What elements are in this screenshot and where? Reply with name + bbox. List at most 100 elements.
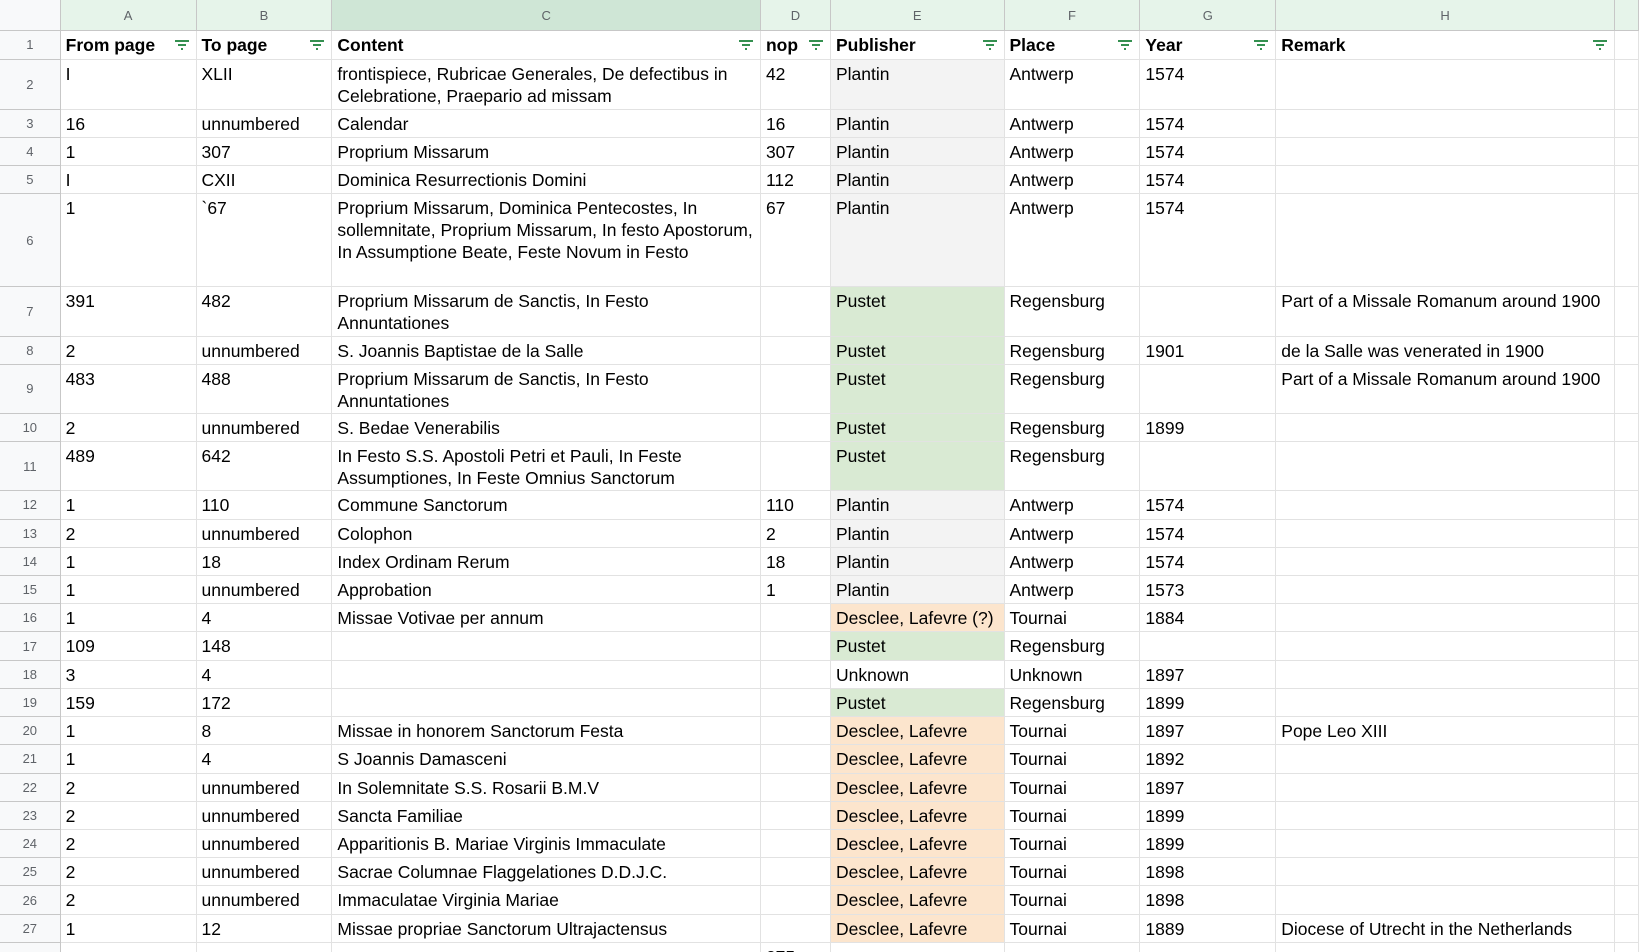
cell[interactable]: 67 bbox=[760, 194, 831, 288]
header-cell[interactable]: nop bbox=[760, 31, 831, 60]
cell[interactable]: Proprium Missarum, Dominica Pentecostes,… bbox=[332, 194, 761, 288]
cell[interactable]: 2 bbox=[760, 519, 831, 548]
cell[interactable]: 42 bbox=[760, 59, 831, 110]
row-number[interactable]: 28 bbox=[0, 942, 61, 952]
cell[interactable]: 1574 bbox=[1140, 519, 1277, 548]
cell[interactable]: 1574 bbox=[1140, 491, 1277, 520]
cell[interactable]: unnumbered bbox=[196, 413, 333, 443]
cell[interactable] bbox=[760, 632, 831, 661]
cell[interactable]: Regensburg bbox=[1004, 688, 1141, 718]
cell[interactable]: 109 bbox=[60, 632, 197, 661]
cell[interactable]: 159 bbox=[60, 688, 197, 718]
cell[interactable] bbox=[760, 801, 831, 830]
cell[interactable]: 1 bbox=[60, 575, 197, 605]
cell[interactable] bbox=[61, 942, 197, 952]
cell[interactable]: Part of a Missale Romanum around 1900 bbox=[1276, 364, 1615, 414]
cell[interactable] bbox=[760, 717, 831, 746]
cell[interactable] bbox=[1276, 194, 1615, 288]
cell[interactable]: Pustet bbox=[830, 364, 1005, 414]
cell[interactable]: S. Bedae Venerabilis bbox=[332, 413, 761, 443]
row-number[interactable]: 7 bbox=[0, 287, 61, 337]
cell[interactable]: Antwerp bbox=[1004, 547, 1141, 576]
cell[interactable]: 8 bbox=[196, 717, 333, 746]
cell[interactable]: Colophon bbox=[332, 519, 761, 548]
cell[interactable] bbox=[760, 413, 831, 443]
cell[interactable]: 16 bbox=[760, 109, 831, 138]
row-number[interactable]: 26 bbox=[0, 886, 61, 915]
cell[interactable] bbox=[1140, 287, 1277, 337]
cell[interactable]: Desclee, Lafevre bbox=[830, 717, 1005, 746]
cell[interactable]: 307 bbox=[196, 137, 333, 167]
cell[interactable]: Immaculatae Virginia Mariae bbox=[332, 886, 761, 915]
corner[interactable] bbox=[0, 0, 61, 32]
cell[interactable]: 4 bbox=[196, 745, 333, 774]
cell[interactable]: 1892 bbox=[1140, 745, 1277, 774]
cell[interactable]: Apparitionis B. Mariae Virginis Immacula… bbox=[332, 829, 761, 859]
cell[interactable]: unnumbered bbox=[196, 109, 333, 138]
cell[interactable]: Tournai bbox=[1004, 829, 1141, 859]
cell[interactable]: de la Salle was venerated in 1900 bbox=[1276, 336, 1615, 365]
cell[interactable]: 489 bbox=[60, 442, 197, 492]
cell[interactable]: In Solemnitate S.S. Rosarii B.M.V bbox=[332, 773, 761, 802]
cell[interactable]: 1573 bbox=[1140, 575, 1277, 605]
cell[interactable]: 1574 bbox=[1140, 109, 1277, 138]
cell[interactable] bbox=[1276, 491, 1615, 520]
cell[interactable]: 1899 bbox=[1140, 829, 1277, 859]
cell[interactable]: 2 bbox=[60, 413, 197, 443]
row-number[interactable]: 12 bbox=[0, 491, 61, 520]
cell[interactable] bbox=[332, 632, 761, 661]
row-number[interactable]: 17 bbox=[0, 632, 61, 661]
cell[interactable] bbox=[1276, 109, 1615, 138]
cell[interactable]: 18 bbox=[760, 547, 831, 576]
cell[interactable]: S Joannis Damasceni bbox=[332, 745, 761, 774]
cell[interactable]: 2 bbox=[60, 886, 197, 915]
cell[interactable]: Antwerp bbox=[1004, 59, 1141, 110]
cell[interactable]: Proprium Missarum de Sanctis, In Festo A… bbox=[332, 287, 761, 337]
row-number[interactable]: 1 bbox=[0, 31, 61, 60]
cell[interactable]: 1 bbox=[60, 745, 197, 774]
cell[interactable]: 275 bbox=[761, 942, 831, 952]
row-number[interactable]: 4 bbox=[0, 137, 61, 167]
cell[interactable] bbox=[760, 688, 831, 718]
cell[interactable]: 1899 bbox=[1140, 688, 1277, 718]
cell[interactable]: Pope Leo XIII bbox=[1276, 717, 1615, 746]
cell[interactable] bbox=[1276, 137, 1615, 167]
cell[interactable]: Desclee, Lafevre bbox=[830, 745, 1005, 774]
row-number[interactable]: 6 bbox=[0, 194, 61, 288]
cell[interactable]: 1889 bbox=[1140, 914, 1277, 943]
cell[interactable]: Diocese of Utrecht in the Netherlands bbox=[1276, 914, 1615, 943]
header-cell[interactable]: To page bbox=[196, 31, 333, 60]
cell[interactable]: Tournai bbox=[1004, 858, 1141, 887]
cell[interactable]: Pustet bbox=[830, 413, 1005, 443]
cell[interactable] bbox=[1276, 660, 1615, 689]
cell[interactable] bbox=[1276, 688, 1615, 718]
cell[interactable] bbox=[1276, 745, 1615, 774]
row-number[interactable]: 10 bbox=[0, 413, 61, 443]
cell[interactable]: 112 bbox=[760, 166, 831, 195]
cell[interactable]: unnumbered bbox=[196, 858, 333, 887]
cell[interactable]: 1 bbox=[760, 575, 831, 605]
filter-icon[interactable] bbox=[808, 39, 824, 51]
cell[interactable]: 1897 bbox=[1140, 717, 1277, 746]
cell[interactable]: 1 bbox=[60, 914, 197, 943]
cell[interactable] bbox=[1140, 942, 1277, 952]
cell[interactable]: 1 bbox=[60, 137, 197, 167]
row-number[interactable]: 2 bbox=[0, 59, 61, 110]
cell[interactable]: Regensburg bbox=[1004, 442, 1141, 492]
header-cell[interactable]: Place bbox=[1004, 31, 1141, 60]
filter-icon[interactable] bbox=[1253, 39, 1269, 51]
cell[interactable] bbox=[1276, 604, 1615, 633]
row-number[interactable]: 15 bbox=[0, 575, 61, 605]
cell[interactable]: 4 bbox=[196, 604, 333, 633]
cell[interactable]: 1884 bbox=[1140, 604, 1277, 633]
cell[interactable] bbox=[1276, 829, 1615, 859]
cell[interactable]: Pustet bbox=[830, 336, 1005, 365]
cell[interactable]: Missae Votivae per annum bbox=[332, 604, 761, 633]
cell[interactable] bbox=[1276, 442, 1615, 492]
cell[interactable]: Antwerp bbox=[1004, 137, 1141, 167]
cell[interactable]: XLII bbox=[196, 59, 333, 110]
cell[interactable]: Pustet bbox=[830, 442, 1005, 492]
cell[interactable]: unnumbered bbox=[196, 773, 333, 802]
cell[interactable]: Desclee, Lafevre bbox=[830, 773, 1005, 802]
cell[interactable]: Commune Sanctorum bbox=[332, 491, 761, 520]
